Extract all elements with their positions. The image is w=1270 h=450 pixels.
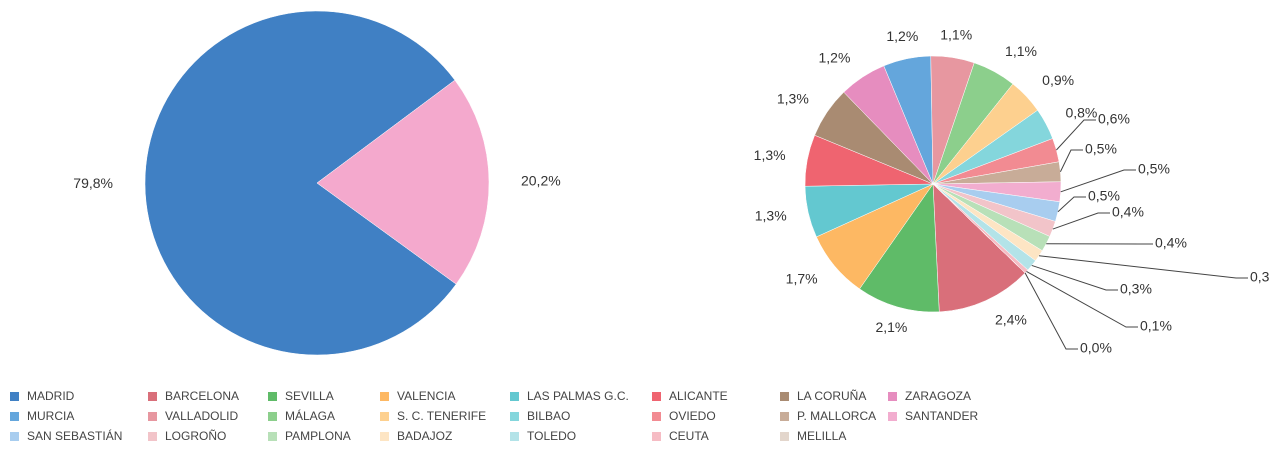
leader-line bbox=[1056, 119, 1096, 151]
legend-swatch bbox=[510, 432, 519, 441]
legend-label: S. C. TENERIFE bbox=[397, 409, 486, 423]
pie-slice bbox=[859, 183, 940, 313]
slice-label: 1,3% bbox=[754, 147, 786, 163]
slice-label: 0,3% bbox=[1120, 281, 1152, 297]
legend-label: SEVILLA bbox=[285, 389, 334, 403]
legend-swatch bbox=[380, 412, 389, 421]
legend-label: MÁLAGA bbox=[285, 408, 335, 423]
legend-label: OVIEDO bbox=[669, 409, 716, 423]
legend-label: LA CORUÑA bbox=[797, 389, 866, 403]
slice-label: 79,8% bbox=[73, 175, 113, 191]
legend-label: CEUTA bbox=[669, 429, 709, 443]
legend-label: MELILLA bbox=[797, 429, 846, 443]
slice-label: 0,5% bbox=[1088, 188, 1120, 204]
slice-label: 1,1% bbox=[940, 27, 972, 43]
legend-swatch bbox=[780, 392, 789, 401]
legend-label: SANTANDER bbox=[905, 409, 978, 423]
legend-label: SAN SEBASTIÁN bbox=[27, 428, 122, 443]
legend-swatch bbox=[268, 432, 277, 441]
legend-label: ZARAGOZA bbox=[905, 389, 971, 403]
slice-label: 0,1% bbox=[1140, 318, 1172, 334]
legend-swatch bbox=[652, 392, 661, 401]
legend-label: BARCELONA bbox=[165, 389, 239, 403]
slice-label: 0,6% bbox=[1098, 111, 1130, 127]
slice-label: 1,3% bbox=[755, 208, 787, 224]
legend-label: TOLEDO bbox=[527, 429, 576, 443]
legend-label: PAMPLONA bbox=[285, 429, 351, 443]
leader-line bbox=[1060, 169, 1136, 193]
slice-label: 0,0% bbox=[1080, 340, 1112, 356]
legend-label: MURCIA bbox=[27, 409, 74, 423]
legend-swatch bbox=[652, 412, 661, 421]
legend-swatch bbox=[10, 392, 19, 401]
legend-label: P. MALLORCA bbox=[797, 409, 876, 423]
legend-swatch bbox=[148, 392, 157, 401]
legend-label: MADRID bbox=[27, 389, 75, 403]
slice-label: 0,4% bbox=[1155, 235, 1187, 251]
legend-swatch bbox=[888, 412, 897, 421]
legend-swatch bbox=[380, 432, 389, 441]
legend-swatch bbox=[780, 432, 789, 441]
legend-swatch bbox=[380, 392, 389, 401]
slice-label: 1,1% bbox=[1005, 43, 1037, 59]
leader-line bbox=[1024, 272, 1078, 350]
legend-swatch bbox=[148, 412, 157, 421]
slice-label: 1,2% bbox=[886, 28, 918, 44]
slice-label: 0,5% bbox=[1138, 161, 1170, 177]
slice-label: 0,8% bbox=[1065, 104, 1097, 120]
legend-label: VALENCIA bbox=[397, 389, 455, 403]
legend-swatch bbox=[10, 412, 19, 421]
legend-label: ALICANTE bbox=[669, 389, 728, 403]
legend-label: VALLADOLID bbox=[165, 409, 238, 423]
legend-swatch bbox=[10, 432, 19, 441]
slice-label: 1,7% bbox=[786, 271, 818, 287]
leader-line bbox=[1057, 196, 1086, 213]
slice-label: 1,2% bbox=[819, 49, 851, 65]
leader-line bbox=[1052, 212, 1110, 230]
slice-label: 0,9% bbox=[1042, 72, 1074, 88]
leader-line bbox=[1059, 149, 1083, 172]
legend-swatch bbox=[148, 432, 157, 441]
leader-line bbox=[1038, 255, 1248, 279]
pie-slice bbox=[316, 79, 490, 285]
slice-label: 0,3% bbox=[1250, 269, 1270, 285]
slice-label: 0,4% bbox=[1112, 204, 1144, 220]
legend-swatch bbox=[888, 392, 897, 401]
slice-label: 2,4% bbox=[995, 311, 1027, 327]
pie-slice bbox=[932, 183, 1026, 313]
legend-swatch bbox=[510, 392, 519, 401]
pie-slice bbox=[144, 10, 457, 356]
leader-line bbox=[1026, 271, 1138, 328]
legend-swatch bbox=[780, 412, 789, 421]
leader-line bbox=[1031, 264, 1118, 291]
legend-swatch bbox=[268, 412, 277, 421]
legend-swatch bbox=[268, 392, 277, 401]
slice-label: 20,2% bbox=[521, 172, 561, 188]
legend-label: BADAJOZ bbox=[397, 429, 452, 443]
legend-swatch bbox=[652, 432, 661, 441]
legend-label: LOGROÑO bbox=[165, 429, 226, 443]
slice-label: 1,3% bbox=[777, 91, 809, 107]
legend-swatch bbox=[510, 412, 519, 421]
legend-label: BILBAO bbox=[527, 409, 570, 423]
slice-label: 0,5% bbox=[1085, 141, 1117, 157]
legend-label: LAS PALMAS G.C. bbox=[527, 389, 629, 403]
slice-label: 2,1% bbox=[875, 319, 907, 335]
